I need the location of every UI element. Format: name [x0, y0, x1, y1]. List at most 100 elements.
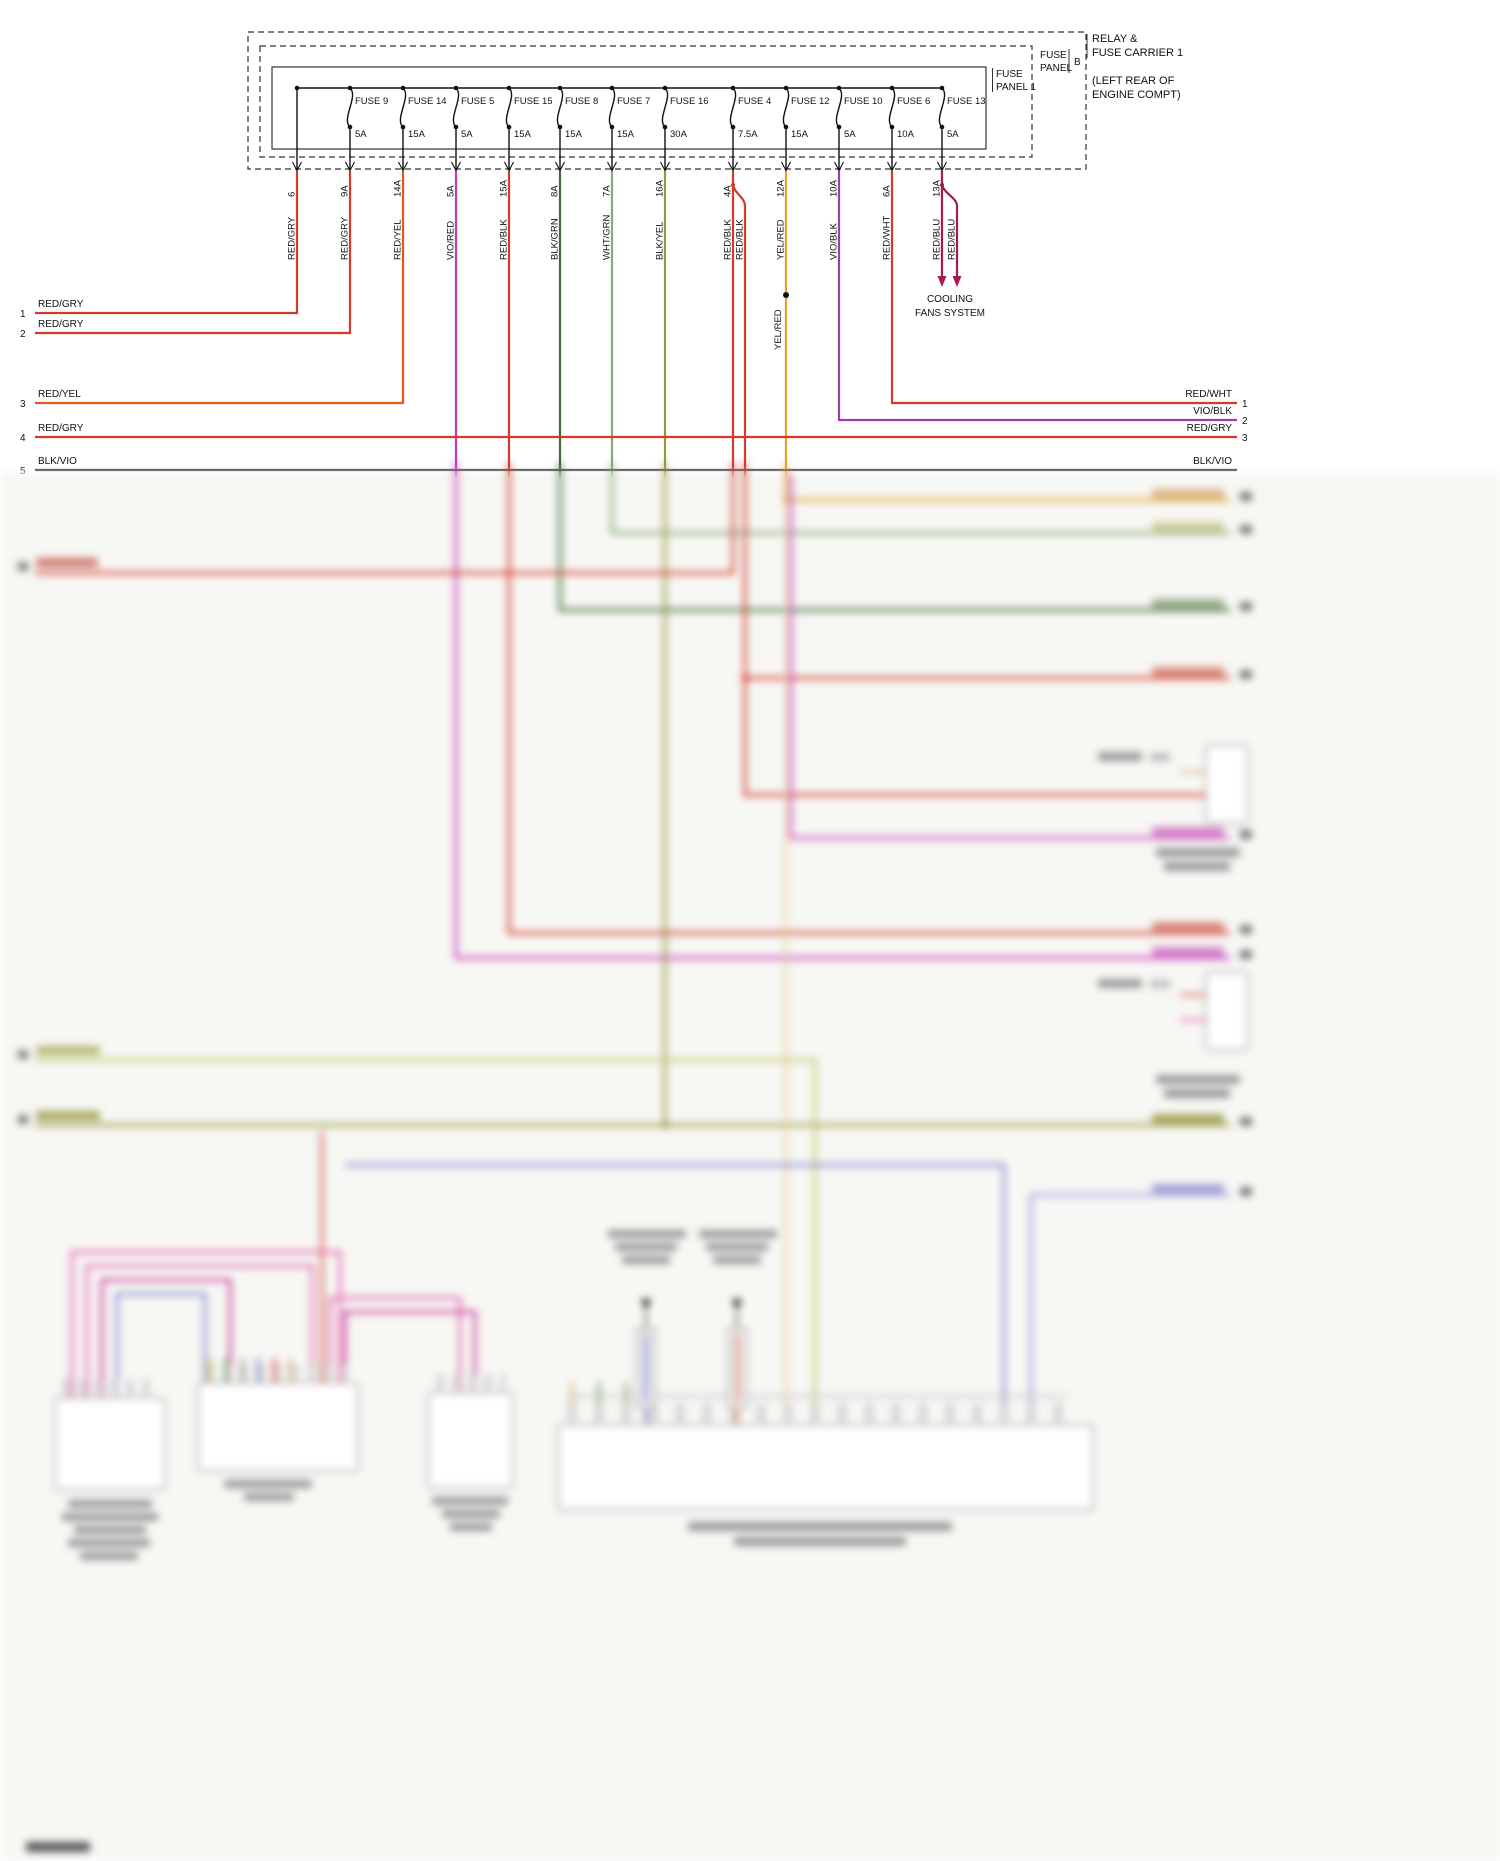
wire-junction-dot	[783, 292, 789, 298]
fuse-carrier: RELAY & FUSE CARRIER 1 (LEFT REAR OF ENG…	[247, 31, 1183, 171]
blurred-text	[608, 1230, 686, 1238]
blurred-connector	[197, 1382, 359, 1472]
blurred-text	[36, 1111, 100, 1120]
fuse-row: FUSE 9 5A FUSE 14 15A FUSE 5 5A FUSE 15 …	[346, 85, 986, 171]
blurred-wire	[85, 1264, 314, 1398]
blurred-watermark	[26, 1842, 90, 1852]
arrow-down-icon	[641, 1299, 651, 1311]
wire-color-label: RED/BLK	[723, 219, 734, 260]
wire-color-label: RED/BLK	[499, 219, 510, 260]
wire-color-label: RED/GRY	[1187, 423, 1233, 434]
blurred-text	[622, 1256, 670, 1264]
fuse-amps: 5A	[355, 129, 367, 140]
fuse-14: FUSE 14 15A	[399, 85, 447, 171]
wire-color-label: BLK/VIO	[1193, 456, 1232, 467]
wire-color-label: RED/YEL	[38, 389, 81, 400]
blurred-wire	[115, 1292, 207, 1398]
exit-arrow	[451, 161, 461, 172]
wire-red-gry-1	[35, 171, 299, 315]
blurred-text	[62, 1513, 158, 1521]
blurred-wire	[345, 1163, 1006, 1404]
wire-number: 1	[1242, 399, 1248, 410]
blurred-wire	[343, 1310, 477, 1393]
blurred-text	[1240, 670, 1252, 679]
wire-number: 4	[20, 433, 26, 444]
fuse-label: FUSE 13	[947, 96, 986, 107]
blurred-wire	[507, 462, 1230, 935]
blurred-text	[18, 1050, 28, 1059]
fuse-label: FUSE 15	[514, 96, 553, 107]
blurred-text	[224, 1480, 312, 1488]
fuse-symbol	[505, 87, 513, 128]
wire-color-label: RED/BLU	[947, 219, 958, 260]
wire-junction-dot	[940, 183, 944, 187]
blurred-text	[1240, 950, 1252, 959]
pin-label: 5A	[446, 185, 457, 197]
blurred-text	[1152, 1114, 1224, 1123]
blurred-text	[18, 562, 28, 571]
blurred-text	[1240, 602, 1252, 611]
blurred-text	[1156, 1075, 1240, 1084]
fuse-amps: 15A	[791, 129, 809, 140]
fuse-4: FUSE 4 7.5A	[729, 85, 771, 171]
exit-arrow	[728, 161, 738, 172]
blurred-connector	[427, 1392, 514, 1489]
blurred-wire	[70, 1250, 342, 1398]
fuse-symbol	[729, 87, 737, 128]
wire-color-label: RED/YEL	[393, 219, 404, 260]
blurred-text	[68, 1539, 150, 1547]
blurred-wire	[743, 462, 1208, 797]
fuse-amps: 10A	[897, 129, 915, 140]
exit-arrows	[292, 161, 947, 172]
destination-label: FANS SYSTEM	[915, 308, 985, 319]
right-wire-labels: RED/WHT 1 VIO/BLK 2 RED/GRY 3 BLK/VIO	[1185, 389, 1248, 467]
carrier-location: (LEFT REAR OF	[1092, 75, 1175, 87]
pin-label: 4A	[723, 185, 734, 197]
fuse-label: FUSE 6	[897, 96, 930, 107]
fuse-amps: 7.5A	[738, 129, 758, 140]
wire-color-labels: RED/GRY RED/GRY RED/YEL VIO/RED RED/BLK …	[287, 214, 958, 350]
blurred-text	[432, 1497, 508, 1505]
destination-label: COOLING	[927, 294, 973, 305]
blurred-wire	[558, 462, 1230, 612]
wire-number: 2	[20, 329, 26, 340]
blurred-connector	[54, 1397, 166, 1491]
wire-color-label: BLK/YEL	[655, 221, 666, 260]
blurred-text	[1150, 980, 1170, 988]
blurred-text	[1164, 1089, 1230, 1098]
fuse-panel-b-label: B	[1074, 57, 1081, 68]
fuse-symbol	[888, 87, 896, 128]
fuse-amps: 15A	[408, 129, 426, 140]
blurred-text	[1152, 667, 1224, 676]
pin-label: 16A	[655, 179, 666, 197]
pin-label: 6A	[882, 185, 893, 197]
blurred-text	[699, 1230, 777, 1238]
fuse-16: FUSE 16 30A	[661, 85, 709, 171]
blurred-connector	[557, 1424, 1094, 1511]
branch-wire-label: YEL/RED	[773, 309, 784, 350]
carrier-location: ENGINE COMPT)	[1092, 89, 1181, 101]
blurred-text	[1156, 848, 1240, 857]
pin-label: 7A	[602, 185, 613, 197]
blurred-text	[1098, 979, 1142, 988]
cooling-fans-label: COOLING FANS SYSTEM	[915, 294, 985, 319]
fuse-amps: 5A	[844, 129, 856, 140]
blurred-junction-dot	[661, 1121, 669, 1129]
blurred-wire	[1029, 1193, 1230, 1404]
pin-labels: 6 9A 14A 5A 15A 8A 7A 16A 4A 12A 10A 6A …	[287, 179, 943, 197]
fuse-panel-1-label: PANEL 1	[996, 82, 1036, 93]
exit-arrow	[887, 161, 897, 172]
pin-label: 14A	[393, 179, 404, 197]
blurred-text	[442, 1510, 500, 1518]
fuse-label: FUSE 4	[738, 96, 771, 107]
exit-arrow	[555, 161, 565, 172]
wire-color-label: RED/BLK	[735, 219, 746, 260]
wires	[35, 171, 1237, 481]
blurred-text	[713, 1256, 761, 1264]
fuse-symbol	[346, 87, 354, 128]
fuse-symbol	[938, 87, 946, 128]
relay-fuse-carrier-box	[247, 31, 1087, 170]
wire-color-label: BLK/VIO	[38, 456, 77, 467]
fuse-amps: 5A	[947, 129, 959, 140]
